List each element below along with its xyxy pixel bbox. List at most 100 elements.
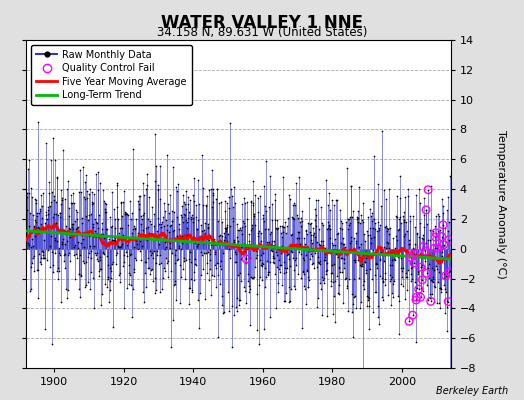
Point bbox=[96, 266, 105, 272]
Point bbox=[362, 267, 370, 274]
Point bbox=[199, 266, 207, 272]
Point bbox=[61, 196, 70, 202]
Point bbox=[264, 268, 272, 275]
Point bbox=[432, 263, 441, 270]
Point bbox=[396, 214, 405, 220]
Point bbox=[99, 231, 107, 237]
Point bbox=[314, 254, 323, 260]
Point bbox=[214, 334, 222, 340]
Point bbox=[302, 231, 311, 237]
Point bbox=[67, 192, 75, 198]
Point bbox=[102, 209, 111, 215]
Point bbox=[356, 262, 364, 268]
Point bbox=[145, 265, 153, 271]
Point bbox=[298, 324, 306, 331]
Point bbox=[64, 250, 73, 256]
Point bbox=[442, 272, 450, 279]
Point bbox=[260, 217, 268, 224]
Point bbox=[235, 297, 243, 303]
Point bbox=[303, 268, 311, 274]
Point bbox=[232, 251, 240, 257]
Point bbox=[239, 241, 248, 248]
Point bbox=[400, 194, 409, 201]
Point bbox=[210, 236, 218, 242]
Point bbox=[91, 216, 99, 222]
Point bbox=[41, 255, 49, 261]
Point bbox=[398, 274, 406, 280]
Point bbox=[29, 254, 37, 261]
Point bbox=[300, 271, 309, 277]
Point bbox=[24, 223, 32, 229]
Point bbox=[417, 264, 425, 270]
Point bbox=[412, 285, 421, 292]
Point bbox=[311, 206, 320, 212]
Point bbox=[155, 221, 163, 228]
Point bbox=[209, 186, 217, 193]
Point bbox=[443, 304, 451, 310]
Point bbox=[325, 206, 334, 213]
Point bbox=[296, 241, 304, 247]
Point bbox=[440, 242, 448, 248]
Point bbox=[115, 244, 124, 250]
Point bbox=[420, 195, 429, 202]
Point bbox=[302, 300, 311, 307]
Point bbox=[278, 243, 287, 249]
Point bbox=[424, 186, 432, 193]
Point bbox=[423, 221, 431, 227]
Point bbox=[279, 224, 287, 230]
Point bbox=[247, 225, 256, 231]
Point bbox=[130, 223, 138, 230]
Point bbox=[318, 220, 326, 227]
Point bbox=[383, 225, 391, 232]
Point bbox=[291, 262, 300, 268]
Point bbox=[169, 282, 178, 289]
Y-axis label: Temperature Anomaly (°C): Temperature Anomaly (°C) bbox=[496, 130, 506, 278]
Point bbox=[414, 286, 423, 292]
Point bbox=[213, 260, 221, 266]
Point bbox=[73, 216, 81, 222]
Point bbox=[120, 304, 128, 311]
Point bbox=[351, 257, 359, 264]
Point bbox=[156, 196, 165, 202]
Point bbox=[223, 222, 232, 228]
Point bbox=[322, 268, 331, 274]
Point bbox=[398, 252, 407, 258]
Point bbox=[207, 186, 215, 192]
Point bbox=[196, 290, 204, 296]
Point bbox=[368, 218, 376, 224]
Point bbox=[350, 257, 358, 263]
Point bbox=[95, 212, 104, 218]
Point bbox=[253, 252, 261, 258]
Point bbox=[47, 199, 55, 205]
Point bbox=[74, 244, 82, 251]
Point bbox=[332, 197, 340, 204]
Point bbox=[431, 223, 439, 230]
Point bbox=[250, 210, 258, 217]
Point bbox=[36, 254, 45, 261]
Point bbox=[440, 270, 448, 277]
Point bbox=[229, 215, 237, 222]
Point bbox=[286, 263, 294, 270]
Point bbox=[400, 218, 409, 225]
Point bbox=[357, 217, 366, 223]
Point bbox=[41, 226, 50, 233]
Point bbox=[78, 215, 86, 221]
Point bbox=[134, 246, 142, 252]
Point bbox=[383, 228, 391, 234]
Point bbox=[415, 234, 423, 240]
Point bbox=[353, 250, 361, 257]
Point bbox=[238, 231, 247, 237]
Point bbox=[233, 295, 242, 301]
Point bbox=[148, 278, 157, 284]
Point bbox=[212, 265, 221, 271]
Point bbox=[35, 225, 43, 232]
Point bbox=[332, 250, 340, 257]
Point bbox=[284, 250, 292, 257]
Point bbox=[419, 232, 428, 238]
Point bbox=[402, 287, 411, 293]
Point bbox=[49, 269, 58, 276]
Point bbox=[304, 283, 313, 290]
Point bbox=[275, 223, 283, 229]
Point bbox=[125, 281, 134, 287]
Point bbox=[286, 298, 294, 304]
